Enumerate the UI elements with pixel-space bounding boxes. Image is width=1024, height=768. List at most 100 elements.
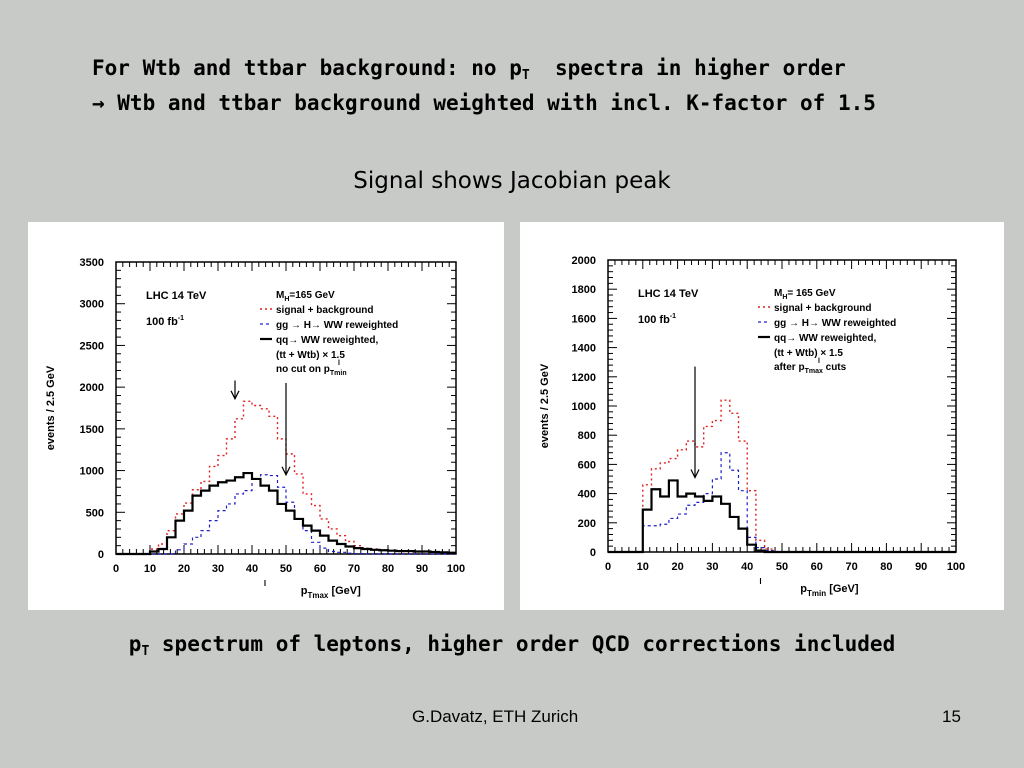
- histogram-qq: [608, 479, 956, 554]
- x-tick-label: 100: [447, 563, 465, 575]
- x-axis-label: pTmax [GeV]: [301, 585, 361, 600]
- y-tick-label: 3000: [80, 299, 104, 311]
- chart-panel-right: 0 10 20 30 40 50 60 70 80 90 100 0 200 400 600 800 1000 1…: [520, 222, 1004, 610]
- x-axis-label: pTmin [GeV]: [800, 583, 859, 598]
- x-axis-label-sub: Tmin: [807, 589, 826, 598]
- x-tick-label: 70: [348, 563, 360, 575]
- legend-label-gg: gg → H→ WW reweighted: [276, 320, 398, 331]
- y-axis-label: events / 2.5 GeV: [45, 365, 57, 450]
- caption-prefix: p: [128, 632, 142, 656]
- x-tick-label: 70: [845, 561, 857, 573]
- y-tick-label: 3500: [80, 257, 104, 269]
- slide-caption: pT spectrum of leptons, higher order QCD…: [0, 632, 1024, 659]
- y-tick-label: 800: [578, 430, 596, 442]
- y-tick-label: 1400: [572, 343, 596, 355]
- x-tick-label: 20: [671, 561, 683, 573]
- annotation-cut-sub: Tmax: [805, 368, 823, 375]
- annotation-lumi-sup: -1: [670, 313, 676, 320]
- x-tick-label: 50: [280, 563, 292, 575]
- legend-label-qq-line2: (tt + Wtb) × 1.5: [276, 350, 345, 361]
- annotation-mass-sub: H: [782, 294, 787, 301]
- x-axis-label-sub: Tmax: [307, 591, 328, 600]
- x-axis-label-p: p: [301, 585, 308, 597]
- x-tick-label: 90: [416, 563, 428, 575]
- annotation-lhc: LHC 14 TeV: [146, 290, 207, 302]
- subtitle-jacobian: Signal shows Jacobian peak: [353, 168, 671, 194]
- annotation-mass: MH=165 GeV: [276, 290, 335, 303]
- x-axis-label-unit: [GeV]: [328, 585, 361, 597]
- legend-label-signal: signal + background: [276, 305, 374, 316]
- footer-author: G.Davatz, ETH Zurich: [412, 707, 579, 726]
- histogram-qq: [116, 471, 456, 556]
- y-tick-label: 1600: [572, 313, 596, 325]
- annotation-lumi-text: 100 fb: [146, 316, 178, 328]
- annotation-cut-suffix: cuts: [823, 362, 847, 373]
- header-line-2: → Wtb and ttbar background weighted with…: [92, 91, 876, 115]
- annotation-cut-sup: l: [338, 360, 340, 367]
- y-tick-label: 400: [578, 489, 596, 501]
- arrow-head: [230, 390, 240, 401]
- annotation-cut: after pTmax cuts: [774, 362, 847, 375]
- annotation-mass-m: M: [774, 288, 782, 299]
- y-tick-label: 0: [590, 547, 596, 559]
- y-tick-label: 1000: [80, 466, 104, 478]
- annotation-cut-sub: Tmin: [330, 370, 347, 377]
- y-tick-label: 0: [98, 549, 104, 561]
- annotation-lumi-text: 100 fb: [638, 314, 670, 326]
- annotation-mass-sub: H: [284, 296, 289, 303]
- x-tick-label: 30: [706, 561, 718, 573]
- y-tick-label: 1500: [80, 424, 104, 436]
- x-tick-label: 60: [314, 563, 326, 575]
- legend-label-signal: signal + background: [774, 303, 872, 314]
- x-axis-label-sup: l: [759, 577, 761, 586]
- annotation-mass-val: =165 GeV: [289, 290, 335, 301]
- annotation-lumi: 100 fb-1: [146, 315, 184, 328]
- x-tick-label: 100: [947, 561, 965, 573]
- y-tick-label: 600: [578, 459, 596, 471]
- annotation-mass-val: = 165 GeV: [787, 288, 835, 299]
- x-tick-label: 0: [605, 561, 611, 573]
- arrow-head: [690, 469, 700, 479]
- y-tick-label: 1200: [572, 372, 596, 384]
- chart-right-svg: 0 10 20 30 40 50 60 70 80 90 100020040060080010001…: [539, 255, 965, 598]
- arrow-head: [281, 466, 291, 477]
- x-tick-label: 80: [880, 561, 892, 573]
- legend-label-qq: qq→ WW reweighted,: [774, 333, 876, 344]
- chart-panel-left: 0 10 20 30 40 50 60 70 80 90 100 0 500 1000 1500 2000 25…: [28, 222, 504, 610]
- legend-label-gg: gg → H→ WW reweighted: [774, 318, 896, 329]
- y-tick-label: 2000: [572, 255, 596, 267]
- annotation-lumi-sup: -1: [178, 315, 184, 322]
- header-line-1-suffix: spectra in higher order: [529, 56, 846, 80]
- x-tick-label: 30: [212, 563, 224, 575]
- y-tick-label: 200: [578, 518, 596, 530]
- histogram-signal: [608, 399, 956, 553]
- annotation-cut-text: no cut on p: [276, 364, 330, 375]
- x-tick-label: 0: [113, 563, 119, 575]
- x-tick-label: 20: [178, 563, 190, 575]
- x-tick-label: 40: [246, 563, 258, 575]
- x-tick-label: 10: [637, 561, 649, 573]
- x-tick-label: 50: [776, 561, 788, 573]
- x-axis-label-unit: [GeV]: [826, 583, 859, 595]
- x-tick-label: 80: [382, 563, 394, 575]
- caption-sub: T: [141, 644, 150, 659]
- x-axis-label-sup: l: [264, 579, 266, 588]
- annotation-lumi: 100 fb-1: [638, 313, 676, 326]
- x-tick-label: 90: [915, 561, 927, 573]
- legend-label-qq-line2: (tt + Wtb) × 1.5: [774, 348, 843, 359]
- annotation-cut: no cut on pTmin: [276, 364, 347, 377]
- footer-page-number: 15: [942, 707, 961, 726]
- x-tick-label: 60: [811, 561, 823, 573]
- x-tick-label: 40: [741, 561, 753, 573]
- annotation-mass: MH= 165 GeV: [774, 288, 836, 301]
- caption-suffix: spectrum of leptons, higher order QCD co…: [149, 632, 896, 656]
- annotation-lhc: LHC 14 TeV: [638, 288, 699, 300]
- annotation-mass-m: M: [276, 290, 284, 301]
- x-axis-label-p: p: [800, 583, 807, 595]
- chart-left-svg: 0 10 20 30 40 50 60 70 80 90 100050010001500200025…: [45, 257, 465, 600]
- legend-label-qq: qq→ WW reweighted,: [276, 335, 378, 346]
- annotation-cut-text: after p: [774, 362, 805, 373]
- header-line-1-prefix: For Wtb and ttbar background: no p: [92, 56, 522, 80]
- header-line-1: For Wtb and ttbar background: no pT spec…: [92, 56, 846, 83]
- annotation-cut-sup: l: [818, 358, 820, 365]
